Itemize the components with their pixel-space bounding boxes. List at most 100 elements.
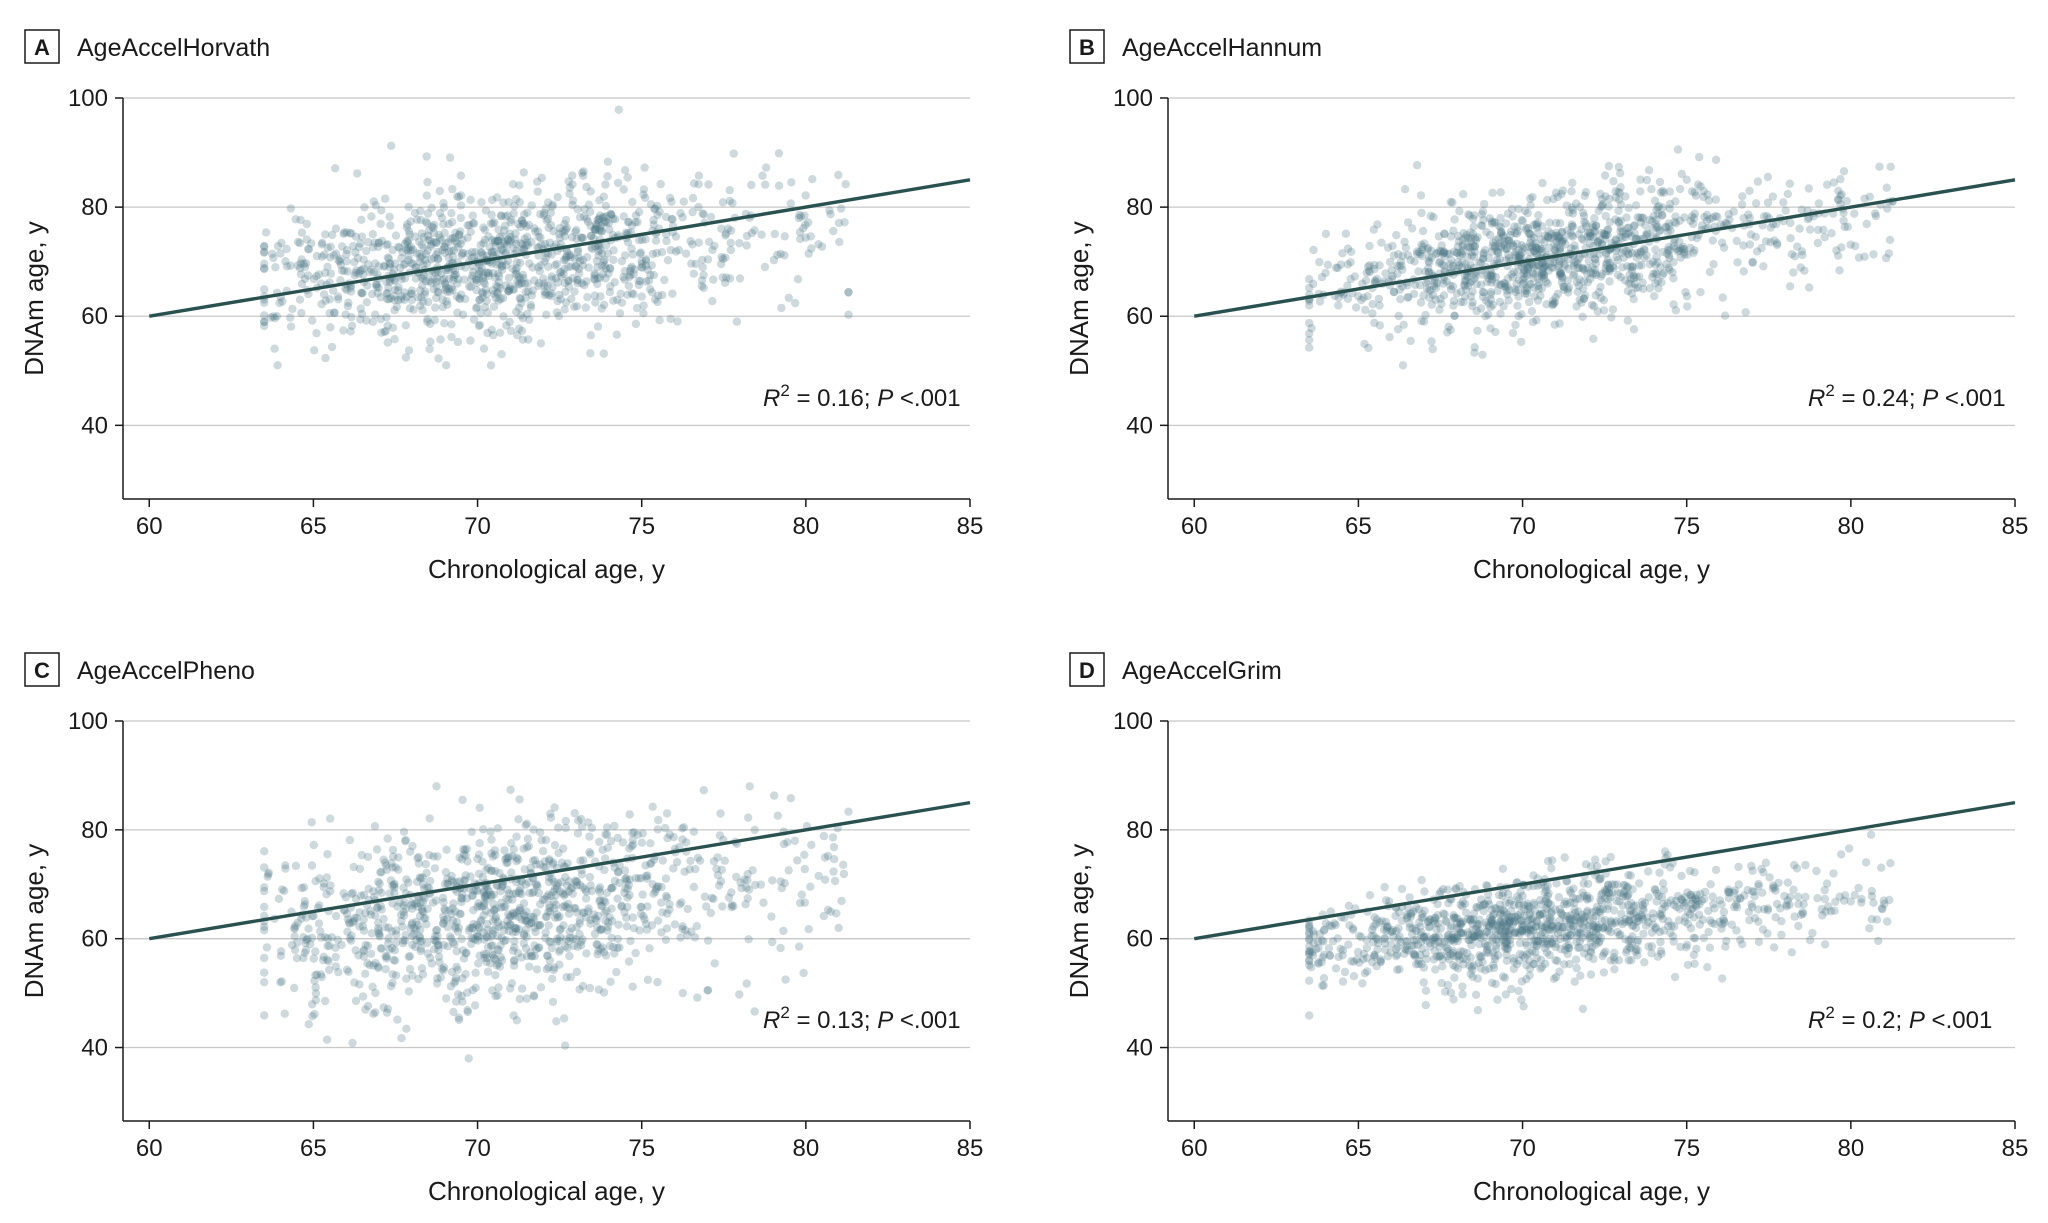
data-point <box>578 908 587 917</box>
data-point <box>351 232 361 241</box>
data-point <box>544 290 554 300</box>
data-point <box>1435 246 1444 256</box>
data-point <box>544 223 553 232</box>
data-point <box>1522 950 1532 959</box>
data-point <box>819 831 829 841</box>
data-point <box>1739 241 1748 250</box>
data-point <box>1639 929 1648 939</box>
data-point <box>1568 205 1578 215</box>
data-point <box>1611 187 1620 196</box>
data-point <box>1437 260 1447 269</box>
data-point <box>804 925 813 934</box>
data-point <box>260 321 269 331</box>
data-point <box>599 947 609 957</box>
data-point <box>1785 179 1795 188</box>
data-point <box>1657 910 1666 919</box>
data-point <box>382 289 391 298</box>
data-point <box>1717 900 1726 909</box>
data-point <box>1522 225 1531 234</box>
data-point <box>1604 202 1613 211</box>
data-point <box>357 288 366 297</box>
data-point <box>1813 894 1822 903</box>
data-point <box>627 221 637 230</box>
data-point <box>1520 905 1529 914</box>
data-point <box>1406 336 1415 346</box>
data-point <box>1568 209 1578 218</box>
data-point <box>404 227 414 236</box>
x-tick-label: 85 <box>957 513 984 540</box>
data-point <box>451 228 460 237</box>
data-point <box>383 240 392 249</box>
data-point <box>1556 269 1566 279</box>
data-point <box>1419 317 1429 326</box>
data-point <box>352 266 361 275</box>
data-point <box>565 189 574 198</box>
data-point <box>368 243 378 252</box>
data-point <box>509 285 519 294</box>
data-point <box>507 215 516 224</box>
data-point <box>1748 257 1757 267</box>
data-point <box>480 225 490 235</box>
data-point <box>1634 879 1644 888</box>
data-point <box>1305 335 1314 345</box>
data-point <box>467 253 477 263</box>
data-point <box>1789 860 1799 870</box>
data-point <box>628 197 637 207</box>
data-point <box>1650 292 1659 301</box>
data-point <box>295 295 305 304</box>
data-point <box>610 278 619 287</box>
data-point <box>1700 212 1709 222</box>
data-point <box>769 255 779 265</box>
data-point <box>598 845 607 854</box>
data-point <box>501 212 510 221</box>
data-point <box>586 331 595 340</box>
data-point <box>1526 201 1535 210</box>
data-point <box>1577 298 1586 307</box>
stat-annotation: R2 = 0.24; P <.001 <box>1808 381 2006 412</box>
data-point <box>1590 226 1599 236</box>
data-point <box>1630 221 1639 231</box>
data-point <box>1564 264 1573 274</box>
data-point <box>1381 269 1390 278</box>
data-point <box>403 238 412 247</box>
data-point <box>320 250 329 259</box>
data-point <box>1884 249 1894 258</box>
data-point <box>582 253 592 262</box>
data-point <box>657 928 666 937</box>
data-point <box>1491 218 1500 227</box>
data-point <box>1595 236 1605 245</box>
data-point <box>1644 166 1654 175</box>
data-point <box>442 287 452 296</box>
data-point <box>1524 264 1533 273</box>
data-point <box>260 259 269 268</box>
data-point <box>383 288 392 298</box>
data-point <box>1655 177 1665 187</box>
data-point <box>517 298 526 308</box>
data-point <box>1568 921 1578 931</box>
data-point <box>1521 206 1530 215</box>
data-point <box>475 295 484 304</box>
data-point <box>1603 225 1612 235</box>
data-point <box>1690 959 1699 968</box>
data-point <box>1660 847 1670 856</box>
data-point <box>1553 929 1563 938</box>
data-point <box>1617 248 1627 257</box>
data-point <box>729 149 738 158</box>
data-point <box>511 235 520 244</box>
data-point <box>323 850 332 859</box>
data-point <box>1439 909 1448 918</box>
data-point <box>314 919 324 928</box>
data-point <box>1363 292 1372 301</box>
data-point <box>480 279 489 288</box>
data-point <box>1444 899 1453 908</box>
data-point <box>1598 201 1607 210</box>
data-point <box>1435 943 1444 952</box>
data-point <box>1644 867 1653 876</box>
data-point <box>359 890 369 900</box>
data-point <box>1471 990 1481 999</box>
data-point <box>587 243 596 252</box>
data-point <box>1591 221 1601 231</box>
y-tick-label: 40 <box>1126 1035 1153 1062</box>
data-point <box>1771 913 1780 922</box>
data-point <box>260 968 269 977</box>
